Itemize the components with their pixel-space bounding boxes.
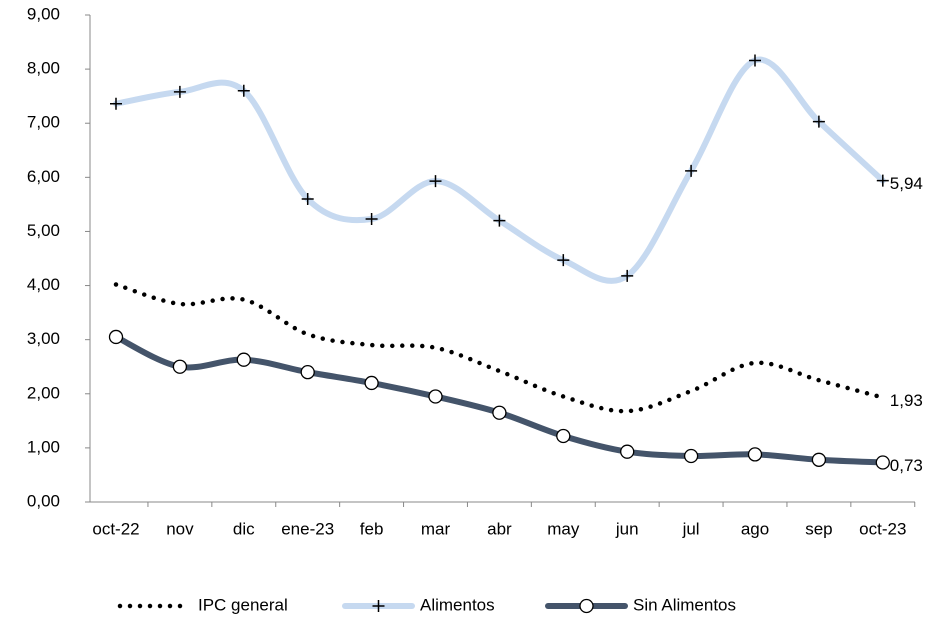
x-tick-label: jul — [682, 519, 700, 538]
x-tick-label: ene-23 — [281, 519, 334, 538]
series-line — [113, 282, 886, 414]
y-tick-label: 9,00 — [27, 4, 60, 23]
data-point — [875, 455, 890, 470]
x-tick-label: sep — [805, 519, 832, 538]
x-tick-label: nov — [166, 519, 194, 538]
x-tick-label: oct-23 — [859, 519, 906, 538]
data-point — [365, 212, 378, 225]
data-point — [747, 447, 763, 462]
data-point — [812, 115, 825, 128]
x-tick-label: ago — [741, 519, 769, 538]
series-line — [113, 56, 886, 284]
data-point — [621, 269, 634, 282]
data-label: 5,94 — [890, 174, 923, 193]
y-tick-label: 8,00 — [27, 59, 60, 78]
y-tick-label: 6,00 — [27, 167, 60, 186]
y-tick-label: 1,00 — [27, 437, 60, 456]
data-point — [237, 84, 250, 97]
data-point — [110, 97, 122, 110]
data-point — [236, 352, 251, 367]
series-line — [113, 333, 886, 466]
x-tick-label: oct-22 — [92, 519, 139, 538]
data-point — [620, 444, 635, 459]
data-point — [172, 359, 188, 374]
y-tick-label: 0,00 — [27, 491, 60, 510]
legend-label: Alimentos — [420, 595, 495, 614]
x-tick-label: may — [547, 519, 580, 538]
data-label: 0,73 — [890, 456, 923, 475]
data-point — [173, 85, 186, 98]
y-tick-label: 5,00 — [27, 221, 60, 240]
data-point — [492, 405, 507, 420]
data-point — [557, 254, 570, 267]
legend-label: Sin Alimentos — [633, 595, 736, 614]
legend-marker — [372, 600, 385, 612]
data-point — [493, 214, 506, 227]
data-point — [749, 54, 761, 67]
data-point — [108, 329, 124, 345]
data-point — [683, 448, 699, 464]
legend-label: IPC general — [198, 595, 288, 614]
data-label: 1,93 — [890, 391, 923, 410]
y-tick-label: 2,00 — [27, 383, 60, 402]
data-point — [876, 174, 889, 187]
data-point — [556, 428, 571, 444]
x-tick-label: abr — [487, 519, 512, 538]
data-point — [364, 375, 379, 391]
legend-marker — [579, 598, 594, 614]
data-point — [428, 389, 443, 404]
x-tick-label: feb — [360, 519, 384, 538]
x-tick-label: dic — [233, 519, 255, 538]
data-point — [300, 364, 315, 380]
x-tick-label: jun — [615, 519, 639, 538]
data-point — [811, 452, 827, 467]
y-tick-label: 3,00 — [27, 329, 60, 348]
x-tick-label: mar — [421, 519, 451, 538]
data-point — [429, 175, 442, 188]
data-point — [685, 164, 698, 177]
y-tick-label: 4,00 — [27, 275, 60, 294]
data-point — [301, 192, 314, 205]
y-tick-label: 7,00 — [27, 113, 60, 132]
